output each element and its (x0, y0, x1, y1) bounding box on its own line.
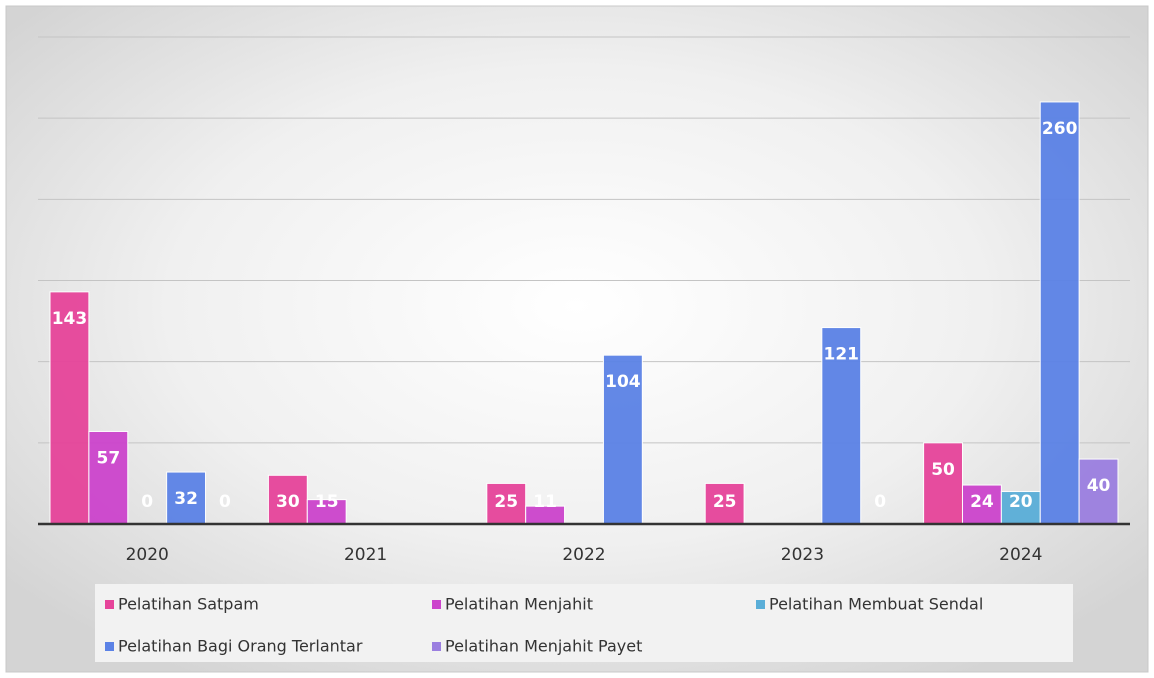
bar (88, 430, 129, 525)
legend-label: Pelatihan Menjahit (445, 595, 593, 614)
value-label: 40 (1087, 476, 1111, 496)
bar (49, 291, 90, 525)
bar (1078, 458, 1119, 525)
x-tick-label: 2024 (999, 545, 1042, 565)
value-label: 11 (533, 492, 557, 512)
value-label: 20 (1009, 492, 1033, 512)
legend-label: Pelatihan Membuat Sendal (769, 595, 983, 614)
value-label: 143 (52, 309, 88, 329)
bar (821, 327, 862, 525)
bar (1000, 491, 1041, 525)
legend-swatch (756, 600, 765, 609)
legend-label: Pelatihan Bagi Orang Terlantar (118, 637, 363, 656)
x-tick-label: 2023 (781, 545, 824, 565)
x-tick-label: 2021 (344, 545, 387, 565)
value-label: 0 (219, 492, 231, 512)
value-label: 24 (970, 492, 994, 512)
value-label: 30 (276, 492, 300, 512)
bar (1039, 101, 1080, 525)
x-tick-label: 2020 (126, 545, 169, 565)
bar (961, 484, 1002, 525)
value-label: 0 (874, 492, 886, 512)
legend-label: Pelatihan Menjahit Payet (445, 637, 642, 656)
value-label: 121 (824, 345, 860, 365)
value-label: 32 (174, 489, 198, 509)
bar (923, 442, 963, 525)
value-label: 25 (713, 492, 737, 512)
legend-swatch (105, 642, 114, 651)
x-tick-label: 2022 (562, 545, 605, 565)
value-label: 25 (494, 492, 518, 512)
legend-swatch (105, 600, 114, 609)
legend-box (95, 584, 1073, 662)
legend-swatch (432, 600, 441, 609)
bar (704, 482, 745, 525)
legend-swatch (432, 642, 441, 651)
value-label: 57 (96, 448, 120, 468)
value-label: 260 (1042, 119, 1078, 139)
value-label: 15 (315, 492, 339, 512)
chart-background (5, 5, 1149, 673)
legend-label: Pelatihan Satpam (118, 595, 259, 614)
value-label: 50 (931, 460, 955, 480)
value-label: 104 (605, 372, 641, 392)
value-label: 0 (141, 492, 153, 512)
